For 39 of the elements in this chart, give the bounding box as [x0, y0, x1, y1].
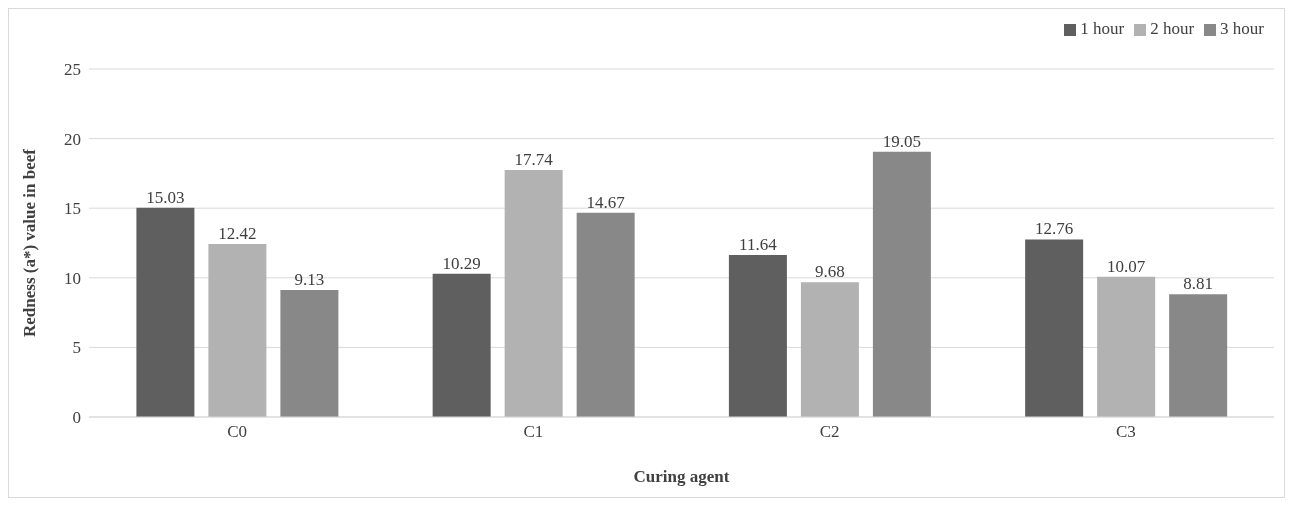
data-label: 14.67	[586, 192, 626, 212]
data-label: 10.29	[442, 253, 481, 273]
legend-label: 3 hour	[1220, 19, 1264, 38]
bar	[728, 254, 787, 417]
bar	[1097, 276, 1156, 417]
x-axis-title: Curing agent	[633, 467, 730, 486]
bar	[504, 170, 563, 417]
y-tick-label: 5	[72, 338, 81, 358]
x-tick-label: C1	[523, 422, 544, 442]
data-label: 8.81	[1183, 274, 1214, 294]
bar	[432, 273, 491, 417]
x-tick-label: C0	[227, 422, 248, 442]
y-tick-label: 15	[64, 199, 81, 219]
bar	[208, 244, 267, 417]
y-axis-title: Redness (a*) value in beef	[20, 148, 40, 337]
bar	[800, 282, 859, 417]
bar	[280, 289, 339, 417]
bar	[872, 151, 931, 417]
x-tick-label: C3	[1115, 422, 1136, 442]
data-label: 15.03	[146, 187, 185, 207]
legend-label: 2 hour	[1150, 19, 1195, 38]
data-label: 11.64	[739, 234, 778, 254]
y-tick-label: 25	[64, 60, 81, 80]
y-tick-label: 20	[64, 129, 81, 149]
y-tick-label: 10	[64, 268, 81, 288]
bar	[1025, 239, 1084, 417]
bar	[576, 212, 635, 417]
bar	[1169, 294, 1228, 417]
data-label: 19.05	[882, 131, 922, 151]
y-tick-label: 0	[72, 408, 81, 428]
data-label: 12.76	[1035, 219, 1074, 239]
data-label: 9.13	[294, 269, 325, 289]
data-label: 10.07	[1107, 256, 1146, 276]
legend-label: 1 hour	[1080, 19, 1125, 38]
bar	[136, 207, 195, 417]
data-label: 9.68	[815, 262, 845, 282]
data-label: 12.42	[218, 224, 257, 244]
data-label: 17.74	[514, 150, 554, 170]
x-tick-label: C2	[819, 422, 840, 442]
